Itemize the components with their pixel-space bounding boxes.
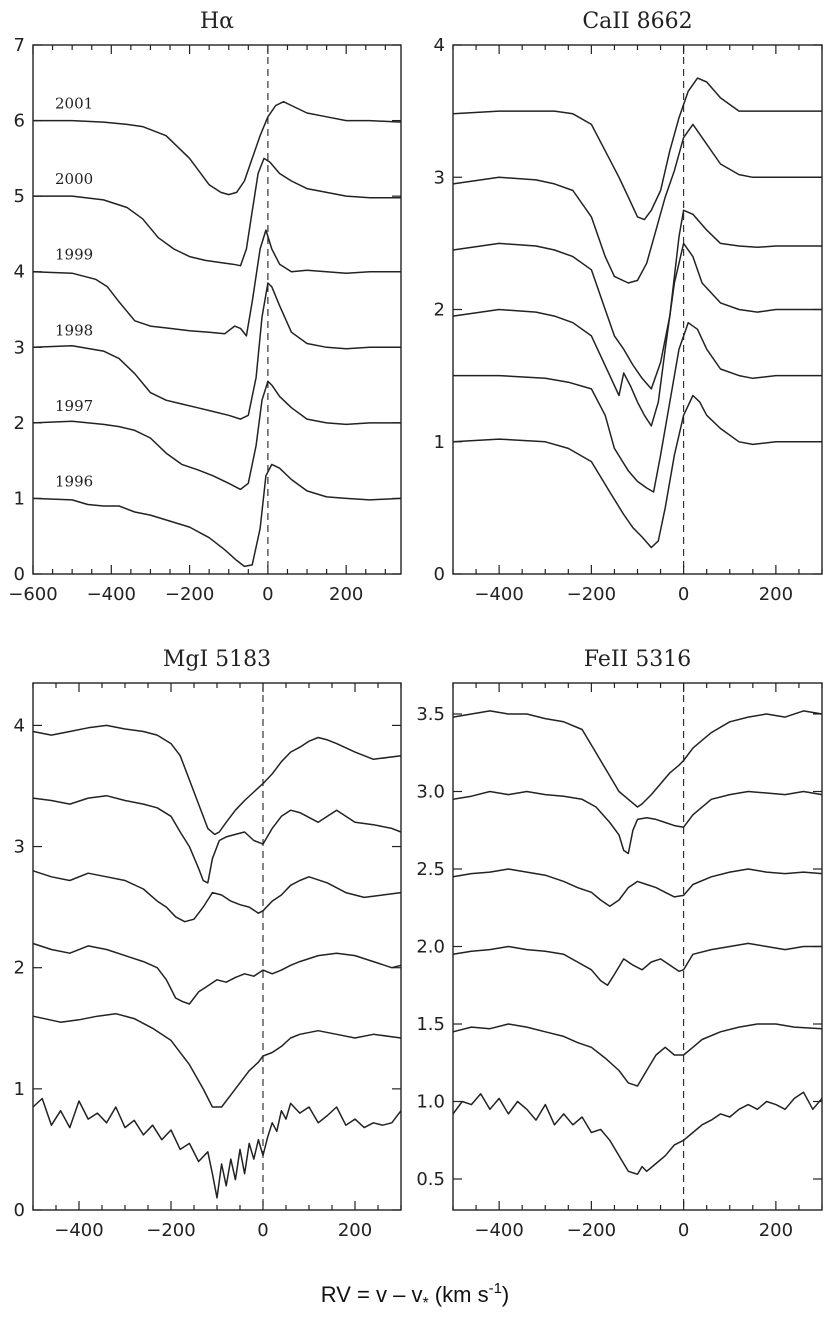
series-line-5 [452, 790, 823, 855]
y-tick-label: 0 [14, 564, 25, 585]
y-tick-label: 1 [14, 1079, 25, 1100]
panel-2: CaII 8662 −400 −200 0 200 0 1 2 3 4 [434, 9, 823, 605]
series-line-4 [32, 870, 402, 923]
series-line-4 [452, 209, 822, 390]
panel-4: FeII 5316 −400 −200 0 200 0.5 1.0 1.5 2.0 2.5 3.0 3… [416, 647, 823, 1241]
panel-1: Hα−600 −400 −200 0 2000123456719961997199819… [8, 9, 402, 605]
series-line-6 [32, 724, 402, 836]
plot-frame [32, 44, 402, 575]
x-tick-label: 200 [759, 584, 793, 605]
y-tick-label: 2.5 [416, 859, 445, 880]
y-tick-label: 2 [14, 958, 25, 979]
series-line-1 [452, 1091, 823, 1176]
x-tick-label: −200 [146, 1220, 195, 1241]
x-tick-label: −400 [87, 584, 136, 605]
panel-title: CaII 8662 [582, 9, 692, 34]
series-line-6 [452, 77, 822, 221]
series-line-2 [32, 380, 401, 491]
series-line-5 [33, 157, 401, 267]
y-tick-label: 3.5 [416, 704, 445, 725]
series-label: 1996 [55, 472, 93, 490]
series-line-1 [32, 463, 402, 568]
series-line-5 [452, 123, 822, 284]
x-tick-label: −400 [474, 1220, 523, 1241]
y-tick-label: 0 [434, 564, 445, 585]
series-line-1 [452, 394, 822, 549]
series-line-3 [32, 282, 401, 420]
x-tick-label: −400 [54, 1220, 103, 1241]
y-tick-label: 2.0 [416, 937, 445, 958]
x-tick-label: 0 [678, 584, 689, 605]
series-label: 1998 [55, 321, 93, 339]
y-tick-label: 3 [434, 167, 445, 188]
y-tick-label: 1 [434, 432, 445, 453]
x-tick-label: −600 [8, 584, 57, 605]
series-label: 1999 [55, 246, 93, 264]
series-label: 2001 [55, 95, 93, 113]
series-line-4 [32, 229, 401, 337]
series-line-4 [452, 868, 823, 907]
series-line-6 [452, 710, 823, 808]
y-tick-label: 3 [14, 837, 25, 858]
x-tick-label: −200 [567, 584, 616, 605]
x-tick-label: 0 [257, 1220, 268, 1241]
y-tick-label: 0.5 [416, 1169, 445, 1190]
y-tick-label: 6 [14, 111, 25, 132]
x-tick-label: −200 [165, 584, 214, 605]
series-line-2 [453, 321, 822, 493]
series-label: 1997 [55, 397, 93, 415]
series-line-5 [32, 794, 402, 884]
series-line-2 [32, 1012, 402, 1108]
y-tick-label: 5 [14, 186, 25, 207]
y-tick-label: 1.0 [416, 1092, 445, 1113]
series-label: 2000 [55, 170, 93, 188]
series-line-1 [32, 1097, 402, 1199]
y-tick-label: 0 [14, 1200, 25, 1221]
x-tick-label: 0 [262, 584, 273, 605]
series-line-3 [452, 942, 822, 987]
x-tick-label: 200 [338, 1220, 372, 1241]
panel-title: MgI 5183 [163, 647, 271, 672]
y-tick-label: 1.5 [416, 1014, 445, 1035]
y-tick-label: 4 [14, 262, 25, 283]
x-tick-label: −400 [474, 584, 523, 605]
y-tick-label: 3.0 [416, 782, 445, 803]
series-line-3 [452, 242, 822, 427]
y-tick-label: 3 [14, 337, 25, 358]
y-tick-label: 7 [14, 35, 25, 56]
x-axis-label: RV = v – v* (km s-1) [321, 1280, 510, 1312]
panel-title: Hα [200, 9, 234, 34]
y-tick-label: 2 [14, 413, 25, 434]
y-tick-label: 2 [434, 300, 445, 321]
panel-title: FeII 5316 [584, 647, 691, 672]
x-tick-label: 0 [678, 1220, 689, 1241]
series-line-3 [32, 942, 402, 1005]
x-tick-label: 200 [759, 1220, 793, 1241]
y-tick-label: 4 [14, 715, 25, 736]
x-tick-label: 200 [329, 584, 363, 605]
series-line-6 [33, 100, 402, 196]
y-tick-label: 4 [434, 35, 445, 56]
x-tick-label: −200 [567, 1220, 616, 1241]
panel-3: MgI 5183 −400 −200 0 200 0 1 2 3 4 [14, 647, 402, 1241]
series-line-2 [452, 1023, 823, 1087]
y-tick-label: 1 [14, 488, 25, 509]
